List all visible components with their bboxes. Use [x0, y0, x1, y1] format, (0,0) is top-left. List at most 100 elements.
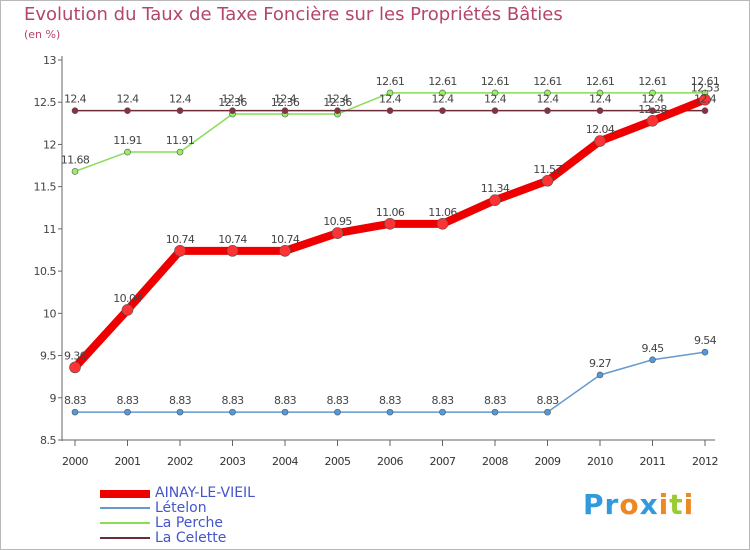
logo-letter: r	[604, 488, 620, 521]
data-label: 12.61	[586, 75, 615, 88]
data-point	[596, 89, 604, 97]
legend: AINAY-LE-VIEIL Lételon La Perche La Cele…	[100, 485, 340, 546]
data-point	[596, 371, 604, 379]
legend-swatch	[100, 507, 150, 509]
data-point	[646, 115, 659, 127]
data-point	[71, 168, 79, 175]
data-label: 9.45	[641, 342, 664, 355]
data-label: 12.61	[376, 75, 405, 88]
legend-item-la-perche: La Perche	[100, 515, 340, 531]
data-label: 12.04	[586, 123, 615, 136]
data-label: 12.53	[691, 82, 720, 95]
data-point	[226, 245, 239, 257]
data-label: 8.83	[274, 394, 297, 407]
legend-item-letelon: Lételon	[100, 500, 340, 516]
legend-label: Lételon	[155, 500, 207, 516]
data-point	[649, 107, 656, 114]
data-point	[491, 89, 499, 97]
data-point	[699, 93, 711, 106]
data-label: 10.95	[323, 215, 352, 228]
data-point	[174, 245, 186, 257]
x-tick-label: 2012	[692, 455, 718, 468]
x-tick-label: 2010	[587, 455, 613, 468]
data-point	[176, 107, 184, 114]
data-label: 12.4	[379, 93, 402, 106]
data-point	[544, 107, 551, 114]
logo-letter: P	[583, 488, 605, 521]
data-point	[439, 107, 446, 114]
data-label: 12.4	[536, 93, 559, 106]
data-label: 12.4	[431, 93, 454, 106]
data-point	[334, 107, 341, 114]
data-point	[701, 348, 709, 356]
line-chart: 8.5 9 9.5 10 10.5 11 11.5 12 12.5 13 2000 2001 2002 2…	[34, 54, 721, 468]
y-tick-label: 11.5	[34, 181, 57, 194]
data-point	[281, 107, 289, 114]
data-label: 12.4	[694, 93, 717, 106]
data-label: 8.83	[326, 394, 349, 407]
data-point	[69, 361, 81, 374]
data-point	[436, 218, 449, 230]
data-label: 12.28	[638, 103, 667, 116]
y-tick-label: 13	[43, 54, 56, 67]
data-point	[229, 408, 236, 416]
legend-item-la-celette: La Celette	[100, 530, 340, 546]
data-label: 12.4	[169, 93, 192, 106]
data-point	[71, 408, 79, 416]
data-point	[386, 408, 394, 416]
data-point	[491, 107, 499, 114]
logo-letter: t	[669, 488, 684, 521]
data-point	[176, 148, 184, 156]
data-point	[124, 107, 131, 114]
data-point	[439, 89, 446, 97]
data-label: 9.54	[694, 334, 717, 347]
data-point	[281, 408, 289, 416]
data-label: 12.36	[271, 96, 300, 109]
data-label: 8.83	[379, 394, 402, 407]
data-label: 12.36	[218, 96, 247, 109]
data-label: 9.36	[64, 349, 87, 362]
data-label: 10.74	[218, 233, 247, 246]
data-label: 8.83	[169, 394, 192, 407]
data-point	[124, 408, 131, 416]
proxiti-logo: Proxiti	[583, 488, 694, 521]
data-label: 12.61	[481, 75, 510, 88]
unit-label: (en %)	[24, 28, 61, 41]
legend-swatch	[100, 522, 150, 524]
y-tick-label: 9	[50, 392, 57, 405]
data-point	[279, 245, 291, 257]
data-point	[596, 107, 604, 114]
data-point	[544, 408, 551, 416]
data-label: 12.4	[64, 93, 87, 106]
data-label: 12.4	[484, 93, 507, 106]
data-label: 8.83	[431, 394, 454, 407]
data-label: 8.83	[64, 394, 87, 407]
legend-item-ainay: AINAY-LE-VIEIL	[100, 485, 340, 501]
y-tick-label: 10.5	[34, 265, 57, 278]
data-point	[649, 89, 656, 97]
data-label: 10.74	[166, 233, 195, 246]
data-label: 11.91	[113, 134, 142, 147]
data-point	[334, 408, 341, 416]
data-label: 11.06	[376, 206, 405, 219]
data-point	[124, 148, 131, 156]
data-label: 12.4	[326, 93, 349, 106]
logo-letter: i	[683, 488, 695, 521]
y-tick-label: 12	[43, 138, 56, 151]
x-tick-label: 2006	[377, 455, 403, 468]
data-label: 12.61	[638, 75, 667, 88]
data-label: 12.4	[274, 93, 297, 106]
data-point	[229, 107, 236, 114]
data-point	[701, 107, 709, 114]
data-label: 12.4	[589, 93, 612, 106]
data-label: 11.91	[166, 134, 195, 147]
data-point	[594, 135, 606, 147]
data-label: 12.61	[691, 75, 720, 88]
data-point	[331, 227, 344, 239]
data-label: 8.83	[116, 394, 139, 407]
logo-letter: o	[619, 488, 640, 521]
data-label: 11.06	[428, 206, 457, 219]
data-label: 10.74	[271, 233, 300, 246]
data-point	[386, 89, 394, 97]
